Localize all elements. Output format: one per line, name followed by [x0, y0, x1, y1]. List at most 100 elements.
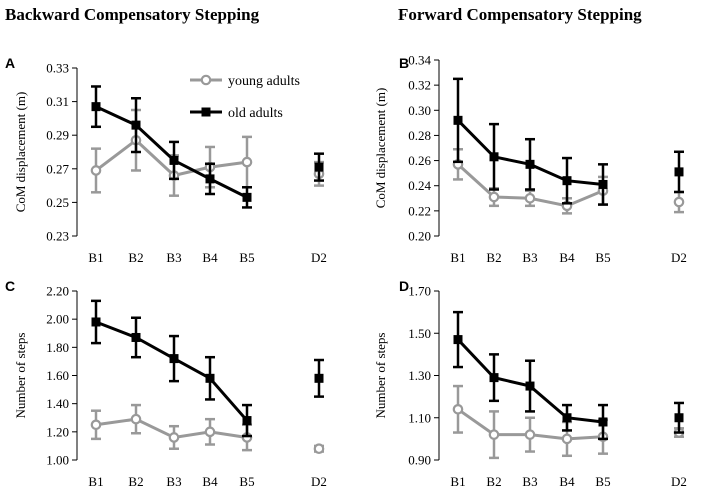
- x-category-label: D2: [671, 474, 687, 489]
- data-point: [525, 159, 535, 169]
- x-category-label: B5: [239, 250, 254, 265]
- legend-marker: [200, 74, 212, 86]
- y-tick-label: 0.23: [46, 229, 69, 244]
- y-tick-label: 1.00: [46, 453, 69, 468]
- legend-label: old adults: [228, 106, 283, 121]
- data-point: [204, 426, 216, 438]
- data-point: [562, 176, 572, 186]
- x-category-label: B4: [202, 250, 218, 265]
- panels: A 0.23 0.25 0.27 0.29 0.31 0.33 CoM displacemen…: [5, 53, 687, 490]
- data-point: [489, 152, 499, 162]
- data-point: [525, 381, 535, 391]
- y-tick-label: 0.25: [46, 195, 69, 210]
- x-category-label: B5: [595, 474, 610, 489]
- y-tick-label: 1.60: [46, 368, 69, 383]
- x-category-label: B3: [166, 474, 181, 489]
- data-point: [169, 155, 179, 165]
- data-point: [562, 413, 572, 423]
- data-point: [91, 317, 101, 327]
- x-category-label: B2: [486, 474, 501, 489]
- y-tick-label: 0.26: [408, 153, 431, 168]
- panel-d: D 0.90 1.10 1.30 1.50 1.70 Number of steps B1 B2…: [373, 278, 687, 489]
- data-point: [452, 403, 464, 415]
- column-title-forward: Forward Compensatory Stepping: [398, 5, 642, 24]
- data-point: [673, 196, 685, 208]
- x-category-label: B1: [88, 474, 103, 489]
- y-axis-label: Number of steps: [13, 333, 28, 419]
- y-tick-label: 0.32: [408, 78, 431, 93]
- data-point: [168, 432, 180, 443]
- series-old-adults: [91, 299, 324, 438]
- x-category-label: D2: [311, 474, 327, 489]
- x-category-label: B5: [595, 250, 610, 265]
- legend-label: young adults: [228, 74, 300, 89]
- data-point: [130, 413, 142, 425]
- data-point: [313, 443, 325, 455]
- series-young-adults: [452, 148, 685, 215]
- y-tick-label: 1.80: [46, 340, 69, 355]
- series-old-adults: [453, 310, 684, 441]
- data-point: [131, 120, 141, 130]
- series-old-adults: [91, 85, 324, 209]
- data-point: [91, 102, 101, 112]
- y-tick-label: 0.20: [408, 229, 431, 244]
- legend-marker: [201, 107, 211, 117]
- y-tick-label: 0.28: [408, 128, 431, 143]
- panel-c: C 1.00 1.20 1.40 1.60 1.80 2.00 2.20 Number of s…: [5, 278, 327, 489]
- y-tick-label: 0.34: [408, 53, 431, 68]
- x-category-label: B3: [522, 474, 537, 489]
- data-point: [489, 373, 499, 383]
- data-point: [488, 191, 500, 203]
- data-point: [205, 174, 215, 184]
- panel-letter: C: [5, 278, 15, 294]
- data-point: [453, 335, 463, 345]
- column-title-backward: Backward Compensatory Stepping: [5, 5, 260, 24]
- x-category-label: B2: [486, 250, 501, 265]
- x-category-label: D2: [311, 250, 327, 265]
- data-point: [598, 179, 608, 189]
- data-point: [90, 165, 102, 176]
- y-tick-label: 2.20: [46, 284, 69, 299]
- y-tick-label: 0.90: [408, 453, 431, 468]
- legend-item: old adults: [190, 106, 283, 121]
- x-category-label: B4: [559, 250, 575, 265]
- y-tick-label: 1.70: [408, 284, 431, 299]
- y-tick-label: 1.20: [46, 424, 69, 439]
- y-tick-label: 0.22: [408, 203, 431, 218]
- data-point: [131, 332, 141, 342]
- x-category-label: B4: [559, 474, 575, 489]
- y-tick-label: 0.30: [408, 103, 431, 118]
- x-category-label: B1: [450, 474, 465, 489]
- panel-letter: D: [399, 278, 409, 294]
- y-tick-label: 0.33: [46, 61, 69, 76]
- data-point: [241, 156, 253, 168]
- data-point: [205, 373, 215, 383]
- x-category-label: B2: [128, 250, 143, 265]
- y-tick-label: 0.31: [46, 94, 69, 109]
- x-category-label: B4: [202, 474, 218, 489]
- y-tick-label: 1.30: [408, 368, 431, 383]
- panel-a: A 0.23 0.25 0.27 0.29 0.31 0.33 CoM displacemen…: [5, 55, 327, 265]
- data-point: [674, 167, 684, 177]
- data-point: [242, 192, 252, 202]
- panel-letter: B: [399, 55, 409, 71]
- y-axis-label: CoM displacement (m): [373, 88, 388, 209]
- data-point: [598, 417, 608, 427]
- y-tick-label: 0.29: [46, 128, 69, 143]
- series-old-adults: [453, 77, 684, 206]
- data-point: [488, 429, 500, 440]
- x-category-label: B3: [166, 250, 181, 265]
- data-point: [242, 416, 252, 426]
- y-axis-label: Number of steps: [373, 333, 388, 419]
- x-category-label: B5: [239, 474, 254, 489]
- data-point: [169, 354, 179, 364]
- legend-item: young adults: [190, 74, 300, 89]
- legend: young adults old adults: [190, 74, 300, 121]
- y-axis-label: CoM displacement (m): [13, 92, 28, 213]
- y-tick-label: 1.50: [408, 326, 431, 341]
- y-tick-label: 1.40: [46, 396, 69, 411]
- x-category-label: B3: [522, 250, 537, 265]
- data-point: [453, 115, 463, 125]
- x-category-label: D2: [671, 250, 687, 265]
